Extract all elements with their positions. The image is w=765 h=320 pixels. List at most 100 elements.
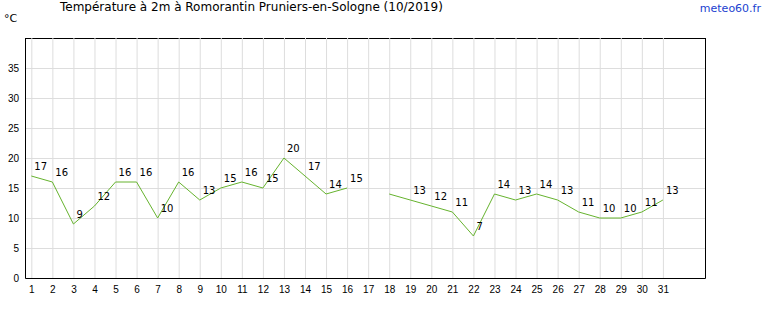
- y-tick-label: 30: [8, 93, 20, 104]
- data-label: 11: [455, 197, 468, 208]
- x-tick-label: 14: [300, 284, 312, 295]
- x-tick: 23: [489, 38, 501, 295]
- axis-line: [26, 38, 706, 279]
- y-tick: 5: [13, 243, 705, 254]
- y-tick-label: 0: [13, 273, 19, 284]
- x-tick-label: 27: [574, 284, 586, 295]
- x-grid-line: [137, 38, 138, 278]
- x-tick-label: 20: [426, 284, 438, 295]
- x-tick-label: 12: [258, 284, 270, 295]
- x-grid-line: [389, 38, 390, 278]
- data-label: 14: [497, 179, 510, 190]
- x-grid-line: [642, 38, 643, 278]
- data-label: 16: [140, 167, 153, 178]
- x-tick-label: 23: [489, 284, 501, 295]
- data-label: 16: [245, 167, 258, 178]
- x-grid-line: [410, 38, 411, 278]
- data-label: 9: [76, 209, 82, 220]
- data-label: 7: [476, 221, 482, 232]
- x-grid-line: [473, 38, 474, 278]
- x-grid-line: [347, 38, 348, 278]
- y-grid-line: [25, 188, 705, 189]
- x-grid-line: [179, 38, 180, 278]
- x-tick: 25: [532, 38, 544, 295]
- x-tick-label: 17: [363, 284, 375, 295]
- y-grid-line: [25, 98, 705, 99]
- x-tick: 29: [616, 38, 628, 295]
- x-tick-label: 31: [658, 284, 670, 295]
- data-label: 17: [34, 161, 47, 172]
- x-grid-line: [663, 38, 664, 278]
- x-grid-line: [31, 38, 32, 278]
- x-grid-line: [579, 38, 580, 278]
- x-grid-line: [263, 38, 264, 278]
- x-tick-label: 9: [197, 284, 203, 295]
- x-tick: 24: [510, 38, 522, 295]
- x-grid-line: [116, 38, 117, 278]
- data-label: 15: [350, 173, 363, 184]
- x-grid-line: [326, 38, 327, 278]
- x-grid-line: [158, 38, 159, 278]
- data-label: 11: [582, 197, 595, 208]
- x-tick: 31: [658, 38, 670, 295]
- x-grid-line: [94, 38, 95, 278]
- x-grid-line: [537, 38, 538, 278]
- x-grid-line: [516, 38, 517, 278]
- x-grid-line: [368, 38, 369, 278]
- x-grid-line: [200, 38, 201, 278]
- x-tick-label: 16: [342, 284, 354, 295]
- x-tick: 27: [574, 38, 586, 295]
- x-tick-label: 5: [113, 284, 119, 295]
- x-tick: 7: [155, 38, 161, 295]
- x-tick-label: 10: [216, 284, 228, 295]
- data-label: 12: [434, 191, 447, 202]
- x-tick-label: 24: [510, 284, 522, 295]
- x-tick: 19: [405, 38, 417, 295]
- x-tick-label: 15: [321, 284, 333, 295]
- x-tick-label: 21: [447, 284, 459, 295]
- x-tick-label: 26: [553, 284, 565, 295]
- x-tick: 30: [637, 38, 649, 295]
- x-grid-line: [600, 38, 601, 278]
- data-label: 13: [519, 185, 532, 196]
- x-tick-label: 19: [405, 284, 417, 295]
- x-tick: 21: [447, 38, 459, 295]
- x-tick-label: 29: [616, 284, 628, 295]
- data-label: 12: [97, 191, 110, 202]
- x-tick: 16: [342, 38, 354, 295]
- data-labels: 1716912161610161315161520171415131211714…: [34, 143, 678, 232]
- plot: 0510152025303512345678910111213141516171…: [8, 38, 706, 295]
- x-grid-line: [431, 38, 432, 278]
- x-tick: 17: [363, 38, 375, 295]
- x-tick: 20: [426, 38, 438, 295]
- x-tick: 28: [595, 38, 607, 295]
- y-tick-label: 10: [8, 213, 20, 224]
- x-tick: 12: [258, 38, 270, 295]
- x-tick-label: 13: [279, 284, 291, 295]
- x-grid-line: [242, 38, 243, 278]
- x-tick: 18: [384, 38, 396, 295]
- data-label: 15: [224, 173, 237, 184]
- chart: 0510152025303512345678910111213141516171…: [0, 0, 765, 320]
- x-tick: 3: [71, 38, 77, 295]
- x-tick-label: 25: [532, 284, 544, 295]
- data-label: 11: [645, 197, 658, 208]
- x-tick-label: 1: [29, 284, 35, 295]
- data-label: 14: [329, 179, 342, 190]
- x-tick-label: 11: [237, 284, 248, 295]
- x-grid-line: [452, 38, 453, 278]
- temperature-line: [31, 158, 347, 224]
- y-grid-line: [25, 128, 705, 129]
- x-grid-line: [621, 38, 622, 278]
- y-tick-label: 25: [8, 123, 20, 134]
- x-tick: 10: [216, 38, 228, 295]
- x-tick: 22: [468, 38, 480, 295]
- data-label: 13: [413, 185, 426, 196]
- temperature-line: [389, 194, 663, 236]
- title: Température à 2m à Romorantin Pruniers-e…: [59, 0, 443, 14]
- y-grid-line: [25, 248, 705, 249]
- axis-line: [26, 39, 706, 279]
- x-tick: 15: [321, 38, 333, 295]
- source: meteo60.fr: [700, 2, 762, 15]
- data-label: 14: [540, 179, 553, 190]
